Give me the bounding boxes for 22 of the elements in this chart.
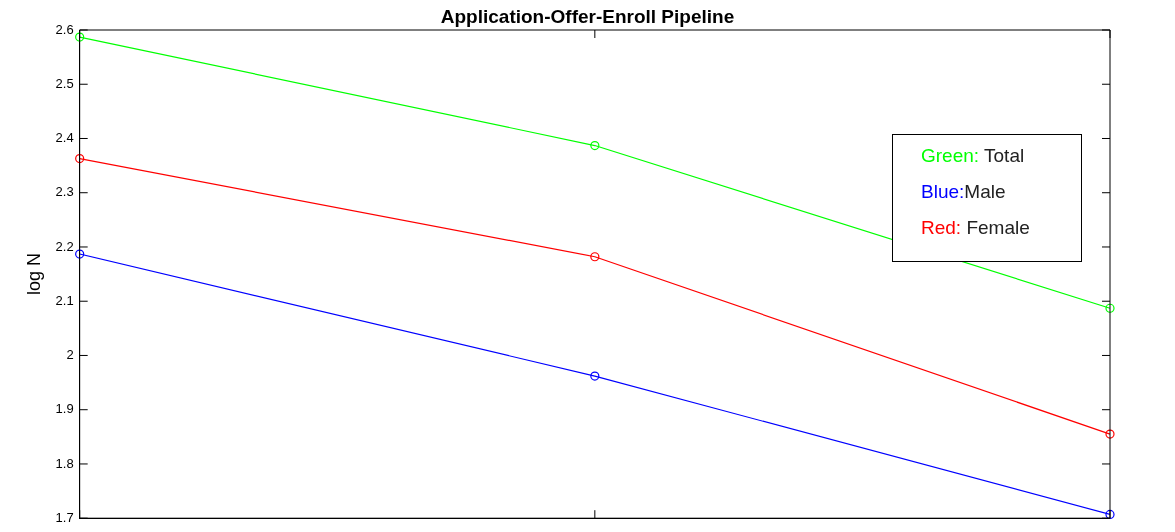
y-tick-label: 2.1 (55, 292, 74, 308)
y-tick-label: 2.4 (55, 130, 74, 146)
point (1105, 429, 1115, 439)
point (1105, 509, 1115, 519)
y-tick-label: 2 (66, 347, 74, 363)
y-tick-label: 2.2 (55, 238, 74, 254)
legend-box: Green: Total Blue:Male Red: Female (892, 134, 1082, 262)
point (75, 153, 85, 164)
point (75, 249, 85, 259)
y-tick-label: 1.9 (55, 401, 74, 417)
point (590, 371, 600, 381)
y-axis-title: log N (23, 253, 44, 296)
point (590, 252, 600, 262)
y-tick-label: 1.7 (55, 509, 74, 525)
y-tick-label: 2.3 (55, 184, 74, 200)
chart-title: Application-Offer-Enroll Pipeline (440, 6, 735, 27)
y-tick-label: 2.6 (55, 21, 74, 37)
point (590, 140, 600, 151)
y-tick-label: 1.8 (55, 455, 74, 471)
point (75, 32, 85, 42)
point (1105, 303, 1115, 313)
y-tick-label: 2.5 (55, 75, 74, 91)
